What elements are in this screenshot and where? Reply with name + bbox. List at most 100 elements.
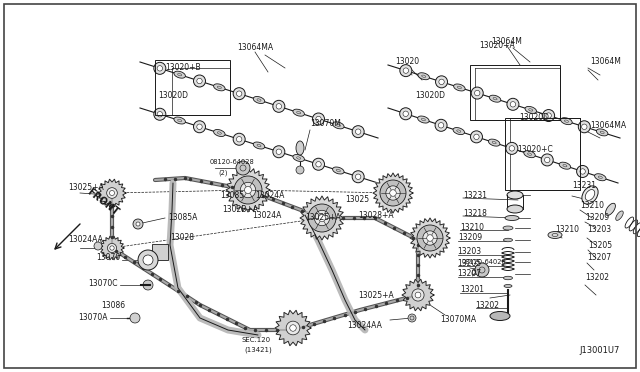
- Text: 13202: 13202: [585, 273, 609, 282]
- Circle shape: [355, 174, 361, 179]
- Ellipse shape: [174, 117, 186, 124]
- Ellipse shape: [605, 203, 616, 215]
- Circle shape: [94, 242, 102, 250]
- Text: 13028+A: 13028+A: [358, 211, 394, 219]
- Text: 13202: 13202: [475, 301, 499, 310]
- Circle shape: [400, 108, 412, 120]
- Text: 13064M: 13064M: [492, 38, 522, 46]
- Ellipse shape: [293, 154, 305, 161]
- Ellipse shape: [488, 139, 500, 146]
- Circle shape: [197, 124, 202, 129]
- Circle shape: [438, 123, 444, 128]
- Circle shape: [408, 314, 416, 322]
- Circle shape: [415, 292, 421, 298]
- Circle shape: [236, 137, 242, 142]
- Circle shape: [193, 121, 205, 133]
- Circle shape: [435, 119, 447, 131]
- Ellipse shape: [524, 151, 535, 158]
- Ellipse shape: [418, 116, 429, 123]
- Text: 13070A: 13070A: [79, 314, 108, 323]
- Ellipse shape: [454, 84, 465, 91]
- Text: 13070MA: 13070MA: [440, 315, 476, 324]
- Circle shape: [423, 231, 437, 245]
- Text: 1302B+A: 1302B+A: [222, 205, 258, 215]
- Ellipse shape: [253, 96, 265, 103]
- Ellipse shape: [503, 226, 513, 230]
- Text: 13024A: 13024A: [252, 211, 282, 219]
- Circle shape: [143, 255, 153, 265]
- Text: 13025+A: 13025+A: [358, 291, 394, 299]
- Circle shape: [474, 90, 480, 96]
- Text: 13205: 13205: [457, 259, 481, 267]
- Text: (13421): (13421): [244, 347, 272, 353]
- Ellipse shape: [561, 118, 572, 125]
- Ellipse shape: [595, 174, 606, 181]
- Text: (2): (2): [218, 170, 227, 176]
- Circle shape: [107, 188, 117, 198]
- Circle shape: [109, 190, 115, 196]
- Circle shape: [507, 98, 519, 110]
- Circle shape: [236, 91, 242, 96]
- Ellipse shape: [505, 215, 519, 221]
- Ellipse shape: [504, 276, 513, 280]
- Ellipse shape: [333, 122, 344, 129]
- Circle shape: [233, 133, 245, 145]
- Polygon shape: [373, 173, 413, 213]
- Text: 13020+B: 13020+B: [165, 64, 200, 73]
- Circle shape: [316, 161, 321, 167]
- Circle shape: [510, 102, 516, 107]
- Text: 13024AA: 13024AA: [68, 235, 103, 244]
- Text: 13231: 13231: [463, 190, 487, 199]
- Text: 13231: 13231: [572, 180, 596, 189]
- Text: 13070M: 13070M: [310, 119, 341, 128]
- Circle shape: [390, 190, 396, 196]
- Text: 08120-64028: 08120-64028: [210, 159, 255, 165]
- Text: 13024A: 13024A: [255, 190, 284, 199]
- Text: 13020D: 13020D: [519, 113, 549, 122]
- Polygon shape: [275, 310, 311, 346]
- Ellipse shape: [418, 73, 429, 80]
- Text: 13025+A: 13025+A: [305, 214, 340, 222]
- Text: 13025: 13025: [345, 196, 369, 205]
- Ellipse shape: [293, 109, 305, 116]
- Circle shape: [157, 112, 163, 117]
- Ellipse shape: [214, 84, 225, 91]
- Text: 13085A: 13085A: [168, 214, 197, 222]
- Text: 13028: 13028: [170, 234, 194, 243]
- Circle shape: [509, 146, 515, 151]
- Circle shape: [234, 176, 262, 204]
- Circle shape: [108, 243, 116, 253]
- Circle shape: [138, 250, 158, 270]
- Circle shape: [130, 313, 140, 323]
- Circle shape: [470, 131, 483, 143]
- Polygon shape: [98, 179, 126, 207]
- Text: 13070C: 13070C: [88, 279, 118, 288]
- Circle shape: [308, 204, 336, 232]
- Circle shape: [197, 78, 202, 84]
- Text: 13020: 13020: [395, 58, 419, 67]
- Circle shape: [400, 65, 412, 77]
- Ellipse shape: [453, 128, 465, 135]
- Circle shape: [582, 124, 587, 129]
- Bar: [155, 60, 230, 115]
- Circle shape: [136, 222, 140, 226]
- Circle shape: [380, 180, 406, 206]
- Circle shape: [412, 289, 424, 301]
- Text: 13209: 13209: [585, 214, 609, 222]
- Circle shape: [403, 111, 408, 116]
- Circle shape: [157, 65, 163, 71]
- Text: 13218: 13218: [463, 208, 487, 218]
- Circle shape: [577, 166, 589, 177]
- Polygon shape: [410, 218, 450, 258]
- Circle shape: [474, 134, 479, 140]
- Ellipse shape: [490, 95, 501, 102]
- Text: (2): (2): [470, 270, 479, 276]
- Text: 13020+A: 13020+A: [479, 41, 515, 49]
- Circle shape: [154, 62, 166, 74]
- Circle shape: [417, 225, 443, 251]
- Circle shape: [233, 88, 245, 100]
- Circle shape: [316, 116, 321, 122]
- Ellipse shape: [174, 71, 186, 78]
- Polygon shape: [402, 279, 434, 311]
- Circle shape: [133, 219, 143, 229]
